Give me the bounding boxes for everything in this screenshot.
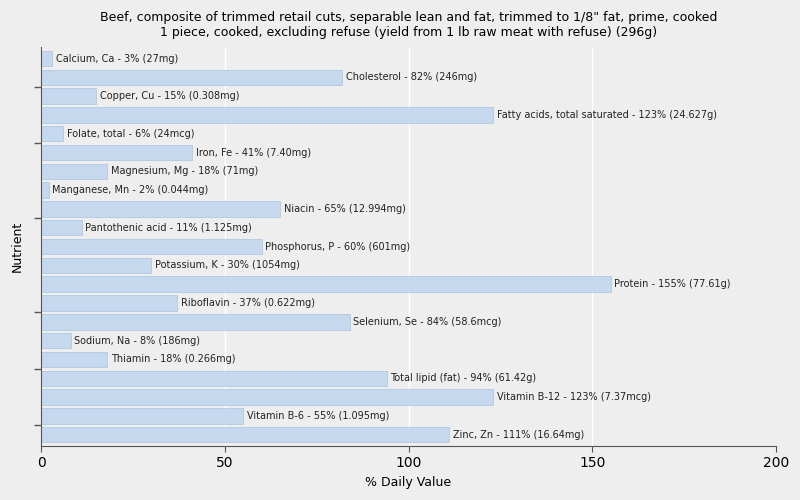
Text: Thiamin - 18% (0.266mg): Thiamin - 18% (0.266mg) [111, 354, 236, 364]
Bar [42, 201, 280, 216]
Bar [42, 390, 493, 404]
Text: Iron, Fe - 41% (7.40mg): Iron, Fe - 41% (7.40mg) [195, 148, 310, 158]
Bar [42, 220, 82, 236]
Text: Calcium, Ca - 3% (27mg): Calcium, Ca - 3% (27mg) [56, 54, 178, 64]
Bar [42, 333, 70, 348]
X-axis label: % Daily Value: % Daily Value [366, 476, 452, 489]
Y-axis label: Nutrient: Nutrient [11, 221, 24, 272]
Text: Copper, Cu - 15% (0.308mg): Copper, Cu - 15% (0.308mg) [100, 91, 239, 101]
Text: Manganese, Mn - 2% (0.044mg): Manganese, Mn - 2% (0.044mg) [52, 185, 209, 195]
Bar [42, 107, 493, 122]
Text: Vitamin B-6 - 55% (1.095mg): Vitamin B-6 - 55% (1.095mg) [247, 411, 390, 421]
Text: Protein - 155% (77.61g): Protein - 155% (77.61g) [614, 279, 730, 289]
Text: Fatty acids, total saturated - 123% (24.627g): Fatty acids, total saturated - 123% (24.… [497, 110, 717, 120]
Bar [42, 164, 107, 179]
Bar [42, 370, 386, 386]
Bar [42, 296, 178, 310]
Bar [42, 427, 449, 442]
Text: Niacin - 65% (12.994mg): Niacin - 65% (12.994mg) [284, 204, 406, 214]
Text: Cholesterol - 82% (246mg): Cholesterol - 82% (246mg) [346, 72, 478, 83]
Bar [42, 126, 63, 142]
Bar [42, 352, 107, 367]
Text: Vitamin B-12 - 123% (7.37mcg): Vitamin B-12 - 123% (7.37mcg) [497, 392, 650, 402]
Bar [42, 258, 151, 273]
Text: Folate, total - 6% (24mcg): Folate, total - 6% (24mcg) [67, 128, 194, 138]
Text: Riboflavin - 37% (0.622mg): Riboflavin - 37% (0.622mg) [181, 298, 315, 308]
Bar [42, 182, 49, 198]
Text: Sodium, Na - 8% (186mg): Sodium, Na - 8% (186mg) [74, 336, 200, 345]
Bar [42, 276, 610, 292]
Text: Zinc, Zn - 111% (16.64mg): Zinc, Zn - 111% (16.64mg) [453, 430, 584, 440]
Bar [42, 239, 262, 254]
Text: Phosphorus, P - 60% (601mg): Phosphorus, P - 60% (601mg) [266, 242, 410, 252]
Title: Beef, composite of trimmed retail cuts, separable lean and fat, trimmed to 1/8" : Beef, composite of trimmed retail cuts, … [100, 11, 718, 39]
Text: Total lipid (fat) - 94% (61.42g): Total lipid (fat) - 94% (61.42g) [390, 373, 536, 383]
Text: Magnesium, Mg - 18% (71mg): Magnesium, Mg - 18% (71mg) [111, 166, 258, 176]
Bar [42, 408, 243, 424]
Text: Selenium, Se - 84% (58.6mcg): Selenium, Se - 84% (58.6mcg) [354, 317, 502, 327]
Bar [42, 314, 350, 330]
Text: Pantothenic acid - 11% (1.125mg): Pantothenic acid - 11% (1.125mg) [86, 223, 252, 233]
Bar [42, 88, 97, 104]
Bar [42, 51, 52, 66]
Bar [42, 145, 192, 160]
Text: Potassium, K - 30% (1054mg): Potassium, K - 30% (1054mg) [155, 260, 300, 270]
Bar [42, 70, 342, 85]
